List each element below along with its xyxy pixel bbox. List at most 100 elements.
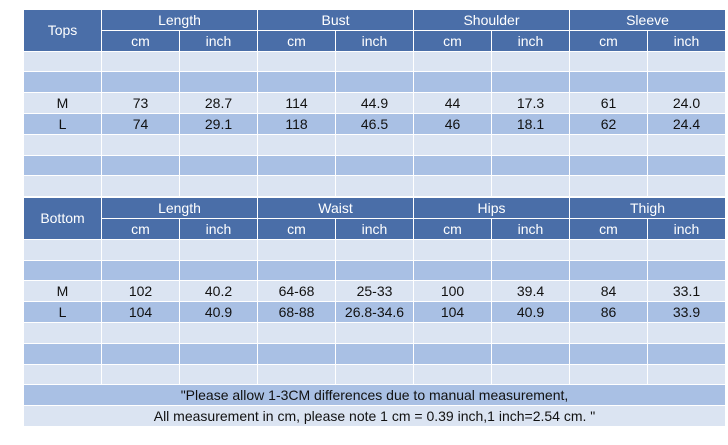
- empty-cell: [414, 364, 492, 386]
- unit-header: inch: [180, 30, 258, 52]
- empty-cell: [102, 260, 180, 282]
- empty-cell: [336, 364, 414, 386]
- group-header: Length: [102, 10, 258, 31]
- empty-cell: [570, 343, 648, 365]
- empty-cell: [180, 323, 258, 344]
- empty-cell: [414, 72, 492, 94]
- empty-cell: [414, 176, 492, 198]
- empty-cell: [258, 260, 336, 282]
- unit-header: cm: [414, 30, 492, 52]
- measurement: 62: [570, 114, 648, 135]
- measurement: 64-68: [258, 281, 336, 303]
- empty-cell: [180, 239, 258, 261]
- measurement: 29.1: [180, 114, 258, 135]
- empty-cell: [102, 176, 180, 198]
- empty-cell: [648, 323, 726, 344]
- empty-cell: [336, 239, 414, 261]
- unit-header: inch: [648, 219, 726, 240]
- empty-cell: [648, 239, 726, 261]
- empty-cell: [102, 72, 180, 94]
- measurement: 114: [258, 93, 336, 114]
- empty-cell: [492, 239, 570, 261]
- section-label: Tops: [24, 10, 102, 52]
- empty-cell: [648, 155, 726, 177]
- empty-cell: [414, 343, 492, 365]
- empty-cell: [570, 134, 648, 156]
- unit-header: cm: [102, 30, 180, 52]
- empty-cell: [492, 51, 570, 73]
- empty-cell: [102, 323, 180, 344]
- group-header: Bust: [258, 10, 414, 31]
- empty-cell: [570, 176, 648, 198]
- note: All measurement in cm, please note 1 cm …: [24, 406, 726, 427]
- empty-cell: [24, 155, 102, 177]
- group-header: Hips: [414, 198, 570, 219]
- unit-header: cm: [258, 219, 336, 240]
- measurement: 24.4: [648, 114, 726, 135]
- measurement: 118: [258, 114, 336, 135]
- measurement: 33.9: [648, 302, 726, 323]
- empty-cell: [492, 134, 570, 156]
- group-header: Thigh: [570, 198, 726, 219]
- empty-cell: [336, 51, 414, 73]
- empty-cell: [648, 260, 726, 282]
- empty-cell: [258, 364, 336, 386]
- unit-header: cm: [570, 219, 648, 240]
- empty-cell: [24, 239, 102, 261]
- empty-cell: [492, 176, 570, 198]
- empty-cell: [258, 155, 336, 177]
- empty-cell: [180, 176, 258, 198]
- empty-cell: [492, 364, 570, 386]
- empty-cell: [648, 343, 726, 365]
- empty-cell: [102, 364, 180, 386]
- group-header: Waist: [258, 198, 414, 219]
- unit-header: cm: [102, 219, 180, 240]
- empty-cell: [180, 364, 258, 386]
- measurement: 46.5: [336, 114, 414, 135]
- measurement: 18.1: [492, 114, 570, 135]
- empty-cell: [180, 155, 258, 177]
- measurement: 40.9: [180, 302, 258, 323]
- empty-cell: [24, 323, 102, 344]
- empty-cell: [102, 239, 180, 261]
- group-header: Shoulder: [414, 10, 570, 31]
- measurement: 28.7: [180, 93, 258, 114]
- empty-cell: [570, 364, 648, 386]
- empty-cell: [336, 134, 414, 156]
- empty-cell: [180, 51, 258, 73]
- empty-cell: [24, 134, 102, 156]
- measurement: 100: [414, 281, 492, 303]
- empty-cell: [24, 72, 102, 94]
- measurement: 24.0: [648, 93, 726, 114]
- empty-cell: [102, 343, 180, 365]
- empty-cell: [492, 260, 570, 282]
- empty-cell: [180, 343, 258, 365]
- empty-cell: [570, 155, 648, 177]
- measurement: 102: [102, 281, 180, 303]
- unit-header: inch: [180, 219, 258, 240]
- empty-cell: [648, 176, 726, 198]
- unit-header: inch: [492, 30, 570, 52]
- measurement: 74: [102, 114, 180, 135]
- empty-cell: [258, 343, 336, 365]
- empty-cell: [570, 260, 648, 282]
- empty-cell: [180, 72, 258, 94]
- empty-cell: [570, 72, 648, 94]
- unit-header: inch: [336, 30, 414, 52]
- measurement: 46: [414, 114, 492, 135]
- empty-cell: [24, 51, 102, 73]
- measurement: 40.9: [492, 302, 570, 323]
- empty-cell: [492, 72, 570, 94]
- measurement: 26.8-34.6: [336, 302, 414, 323]
- unit-header: cm: [258, 30, 336, 52]
- measurement: 104: [414, 302, 492, 323]
- empty-cell: [414, 239, 492, 261]
- empty-cell: [648, 364, 726, 386]
- empty-cell: [258, 134, 336, 156]
- empty-cell: [570, 323, 648, 344]
- measurement: 73: [102, 93, 180, 114]
- empty-cell: [336, 176, 414, 198]
- measurement: 17.3: [492, 93, 570, 114]
- empty-cell: [414, 155, 492, 177]
